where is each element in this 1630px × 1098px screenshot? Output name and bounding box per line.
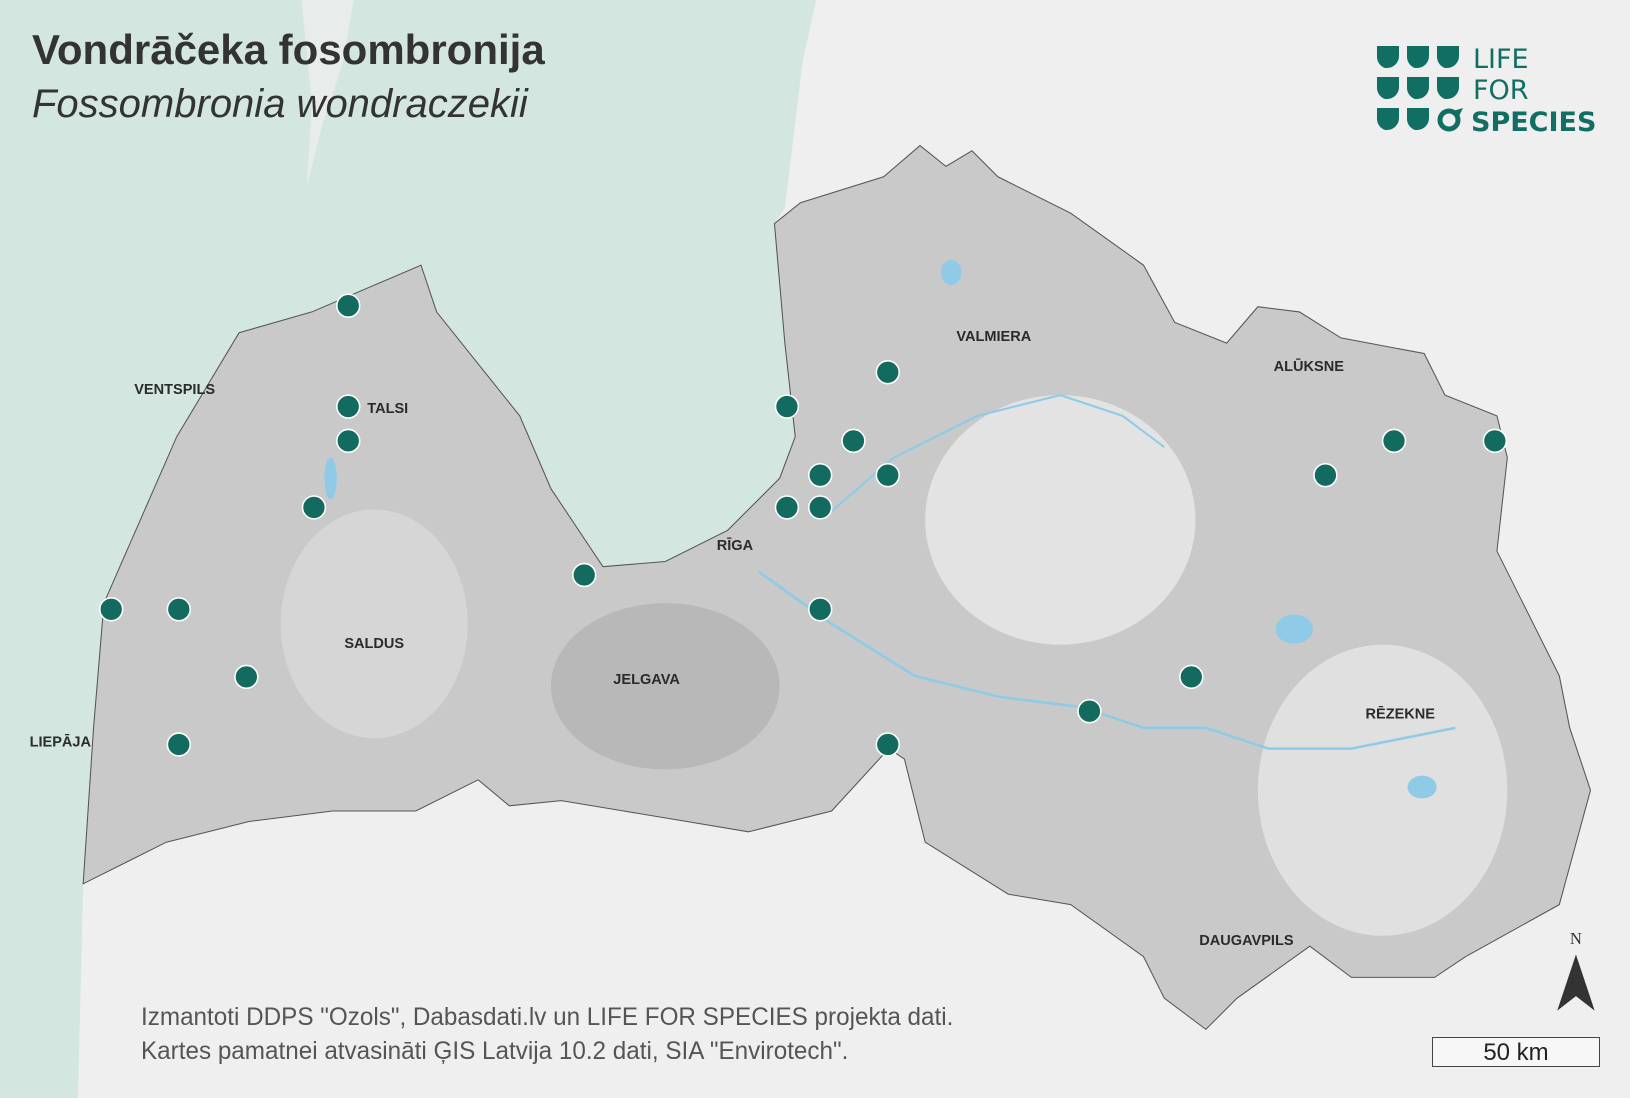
sea bbox=[0, 0, 817, 1098]
occurrence-markers bbox=[99, 293, 1508, 757]
city-label: ALŪKSNE bbox=[1274, 358, 1345, 375]
svg-text:LIFE: LIFE bbox=[1473, 44, 1529, 75]
city-label: VALMIERA bbox=[956, 329, 1031, 345]
occurrence-marker[interactable] bbox=[807, 597, 833, 622]
north-arrow: N bbox=[1557, 929, 1595, 1011]
occurrence-marker[interactable] bbox=[807, 495, 833, 520]
city-label: RĒZEKNE bbox=[1366, 705, 1436, 722]
occurrence-marker[interactable] bbox=[1381, 428, 1407, 454]
svg-text:FOR: FOR bbox=[1473, 75, 1529, 106]
city-label: LIEPĀJA bbox=[30, 734, 92, 751]
scale-bar: 50 km bbox=[1432, 1037, 1600, 1067]
occurrence-marker[interactable] bbox=[166, 597, 192, 622]
occurrence-marker[interactable] bbox=[1482, 428, 1508, 454]
occurrence-marker[interactable] bbox=[166, 732, 192, 757]
occurrence-marker[interactable] bbox=[1077, 698, 1102, 724]
city-label: SALDUS bbox=[344, 636, 404, 652]
occurrence-marker[interactable] bbox=[774, 394, 800, 419]
page-title: Vondrāčeka fosombronija bbox=[32, 26, 545, 73]
upland-kurzeme bbox=[280, 509, 468, 739]
north-label: N bbox=[1570, 929, 1582, 948]
occurrence-marker[interactable] bbox=[99, 597, 124, 622]
occurrence-marker[interactable] bbox=[841, 428, 866, 454]
occurrence-marker[interactable] bbox=[875, 732, 900, 757]
species-latin-name: Fossombronia wondraczekii bbox=[32, 82, 528, 126]
data-credits: Izmantoti DDPS "Ozols", Dabasdati.lv un … bbox=[141, 1000, 953, 1068]
lake-razna bbox=[1407, 775, 1437, 799]
occurrence-marker[interactable] bbox=[774, 495, 800, 520]
city-label: DAUGAVPILS bbox=[1199, 933, 1294, 949]
occurrence-marker[interactable] bbox=[336, 293, 361, 318]
island-saaremaa bbox=[301, 0, 354, 188]
occurrence-marker[interactable] bbox=[1179, 664, 1204, 690]
occurrence-marker[interactable] bbox=[1313, 462, 1338, 488]
city-label: RĪGA bbox=[717, 537, 754, 554]
lake-burtnieks bbox=[940, 259, 962, 285]
life-for-species-logo: LIFE FOR SPECIES bbox=[1376, 44, 1596, 138]
occurrence-marker[interactable] bbox=[807, 462, 833, 488]
occurrence-marker[interactable] bbox=[336, 428, 361, 454]
credits-line-1: Izmantoti DDPS "Ozols", Dabasdati.lv un … bbox=[141, 1003, 954, 1031]
upland-latgale bbox=[1257, 644, 1508, 936]
river-daugava bbox=[758, 570, 1456, 750]
city-labels: VENTSPILS TALSI VALMIERA ALŪKSNE RĪGA SA… bbox=[30, 329, 1436, 949]
occurrence-marker[interactable] bbox=[234, 664, 259, 690]
occurrence-marker[interactable] bbox=[336, 394, 361, 419]
credits-line-2: Kartes pamatnei atvasināti ĢIS Latvija 1… bbox=[141, 1037, 849, 1065]
occurrence-marker[interactable] bbox=[875, 360, 900, 385]
occurrence-marker[interactable] bbox=[572, 562, 597, 588]
occurrence-marker[interactable] bbox=[301, 495, 327, 520]
north-arrow-icon bbox=[1557, 954, 1595, 1011]
city-label: JELGAVA bbox=[613, 672, 680, 688]
lake-lubans bbox=[1275, 614, 1313, 644]
city-label: VENTSPILS bbox=[134, 382, 215, 398]
occurrence-marker[interactable] bbox=[875, 462, 900, 488]
lake-usma bbox=[324, 457, 337, 500]
city-label: TALSI bbox=[367, 401, 408, 417]
lowland-zemgale bbox=[550, 603, 780, 770]
svg-text:SPECIES: SPECIES bbox=[1471, 107, 1596, 138]
upland-vidzeme bbox=[925, 395, 1196, 645]
